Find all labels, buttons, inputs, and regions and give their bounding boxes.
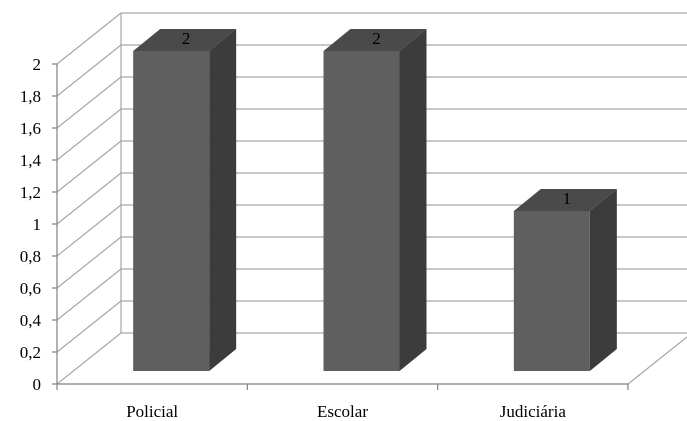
y-tick-label: 1,2	[20, 183, 41, 202]
gridline-side	[56, 300, 122, 353]
floor-right-edge	[627, 336, 687, 385]
gridline-side	[56, 76, 122, 129]
y-tick-label: 0,8	[20, 247, 41, 266]
x-tick-label: Escolar	[317, 402, 368, 421]
gridline-side	[56, 268, 122, 321]
gridline-side	[56, 44, 122, 97]
y-tick-label: 0,2	[20, 343, 41, 362]
data-label: 2	[372, 29, 381, 48]
bar	[133, 51, 210, 371]
axes	[52, 63, 687, 390]
y-tick-label: 2	[33, 55, 42, 74]
y-tick-label: 1,6	[20, 119, 41, 138]
bars	[133, 29, 617, 371]
bar	[513, 211, 590, 371]
y-tick-label: 0,6	[20, 279, 41, 298]
x-tick-label: Judiciária	[500, 402, 567, 421]
gridline-side	[56, 204, 122, 257]
y-tick-label: 0,4	[20, 311, 42, 330]
gridline-side	[56, 172, 122, 225]
bar-top	[133, 29, 237, 51]
bar	[323, 51, 400, 371]
gridline-side	[56, 108, 122, 161]
y-tick-label: 1	[33, 215, 42, 234]
bar-side	[209, 29, 237, 371]
gridline-side	[56, 140, 122, 193]
bar-side	[589, 189, 617, 371]
labels: 0 0,2 0,4 0,6 0,8 1 1,2 1,4 1,6 1,8 2 2 Policial 2 Esc…	[20, 29, 571, 421]
data-label: 1	[563, 189, 572, 208]
y-tick-label: 1,4	[20, 151, 42, 170]
y-tick-label: 0	[33, 375, 42, 394]
bar-side	[399, 29, 427, 371]
gridline-side	[56, 332, 122, 385]
data-label: 2	[182, 29, 191, 48]
x-tick-label: Policial	[126, 402, 178, 421]
bar-top	[513, 189, 617, 211]
gridline-side	[56, 236, 122, 289]
gridline-side	[56, 12, 122, 65]
y-tick-label: 1,8	[20, 87, 41, 106]
bar-top	[323, 29, 427, 51]
